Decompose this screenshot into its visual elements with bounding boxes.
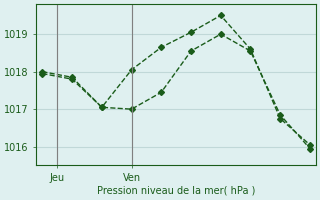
X-axis label: Pression niveau de la mer( hPa ): Pression niveau de la mer( hPa )	[97, 186, 255, 196]
